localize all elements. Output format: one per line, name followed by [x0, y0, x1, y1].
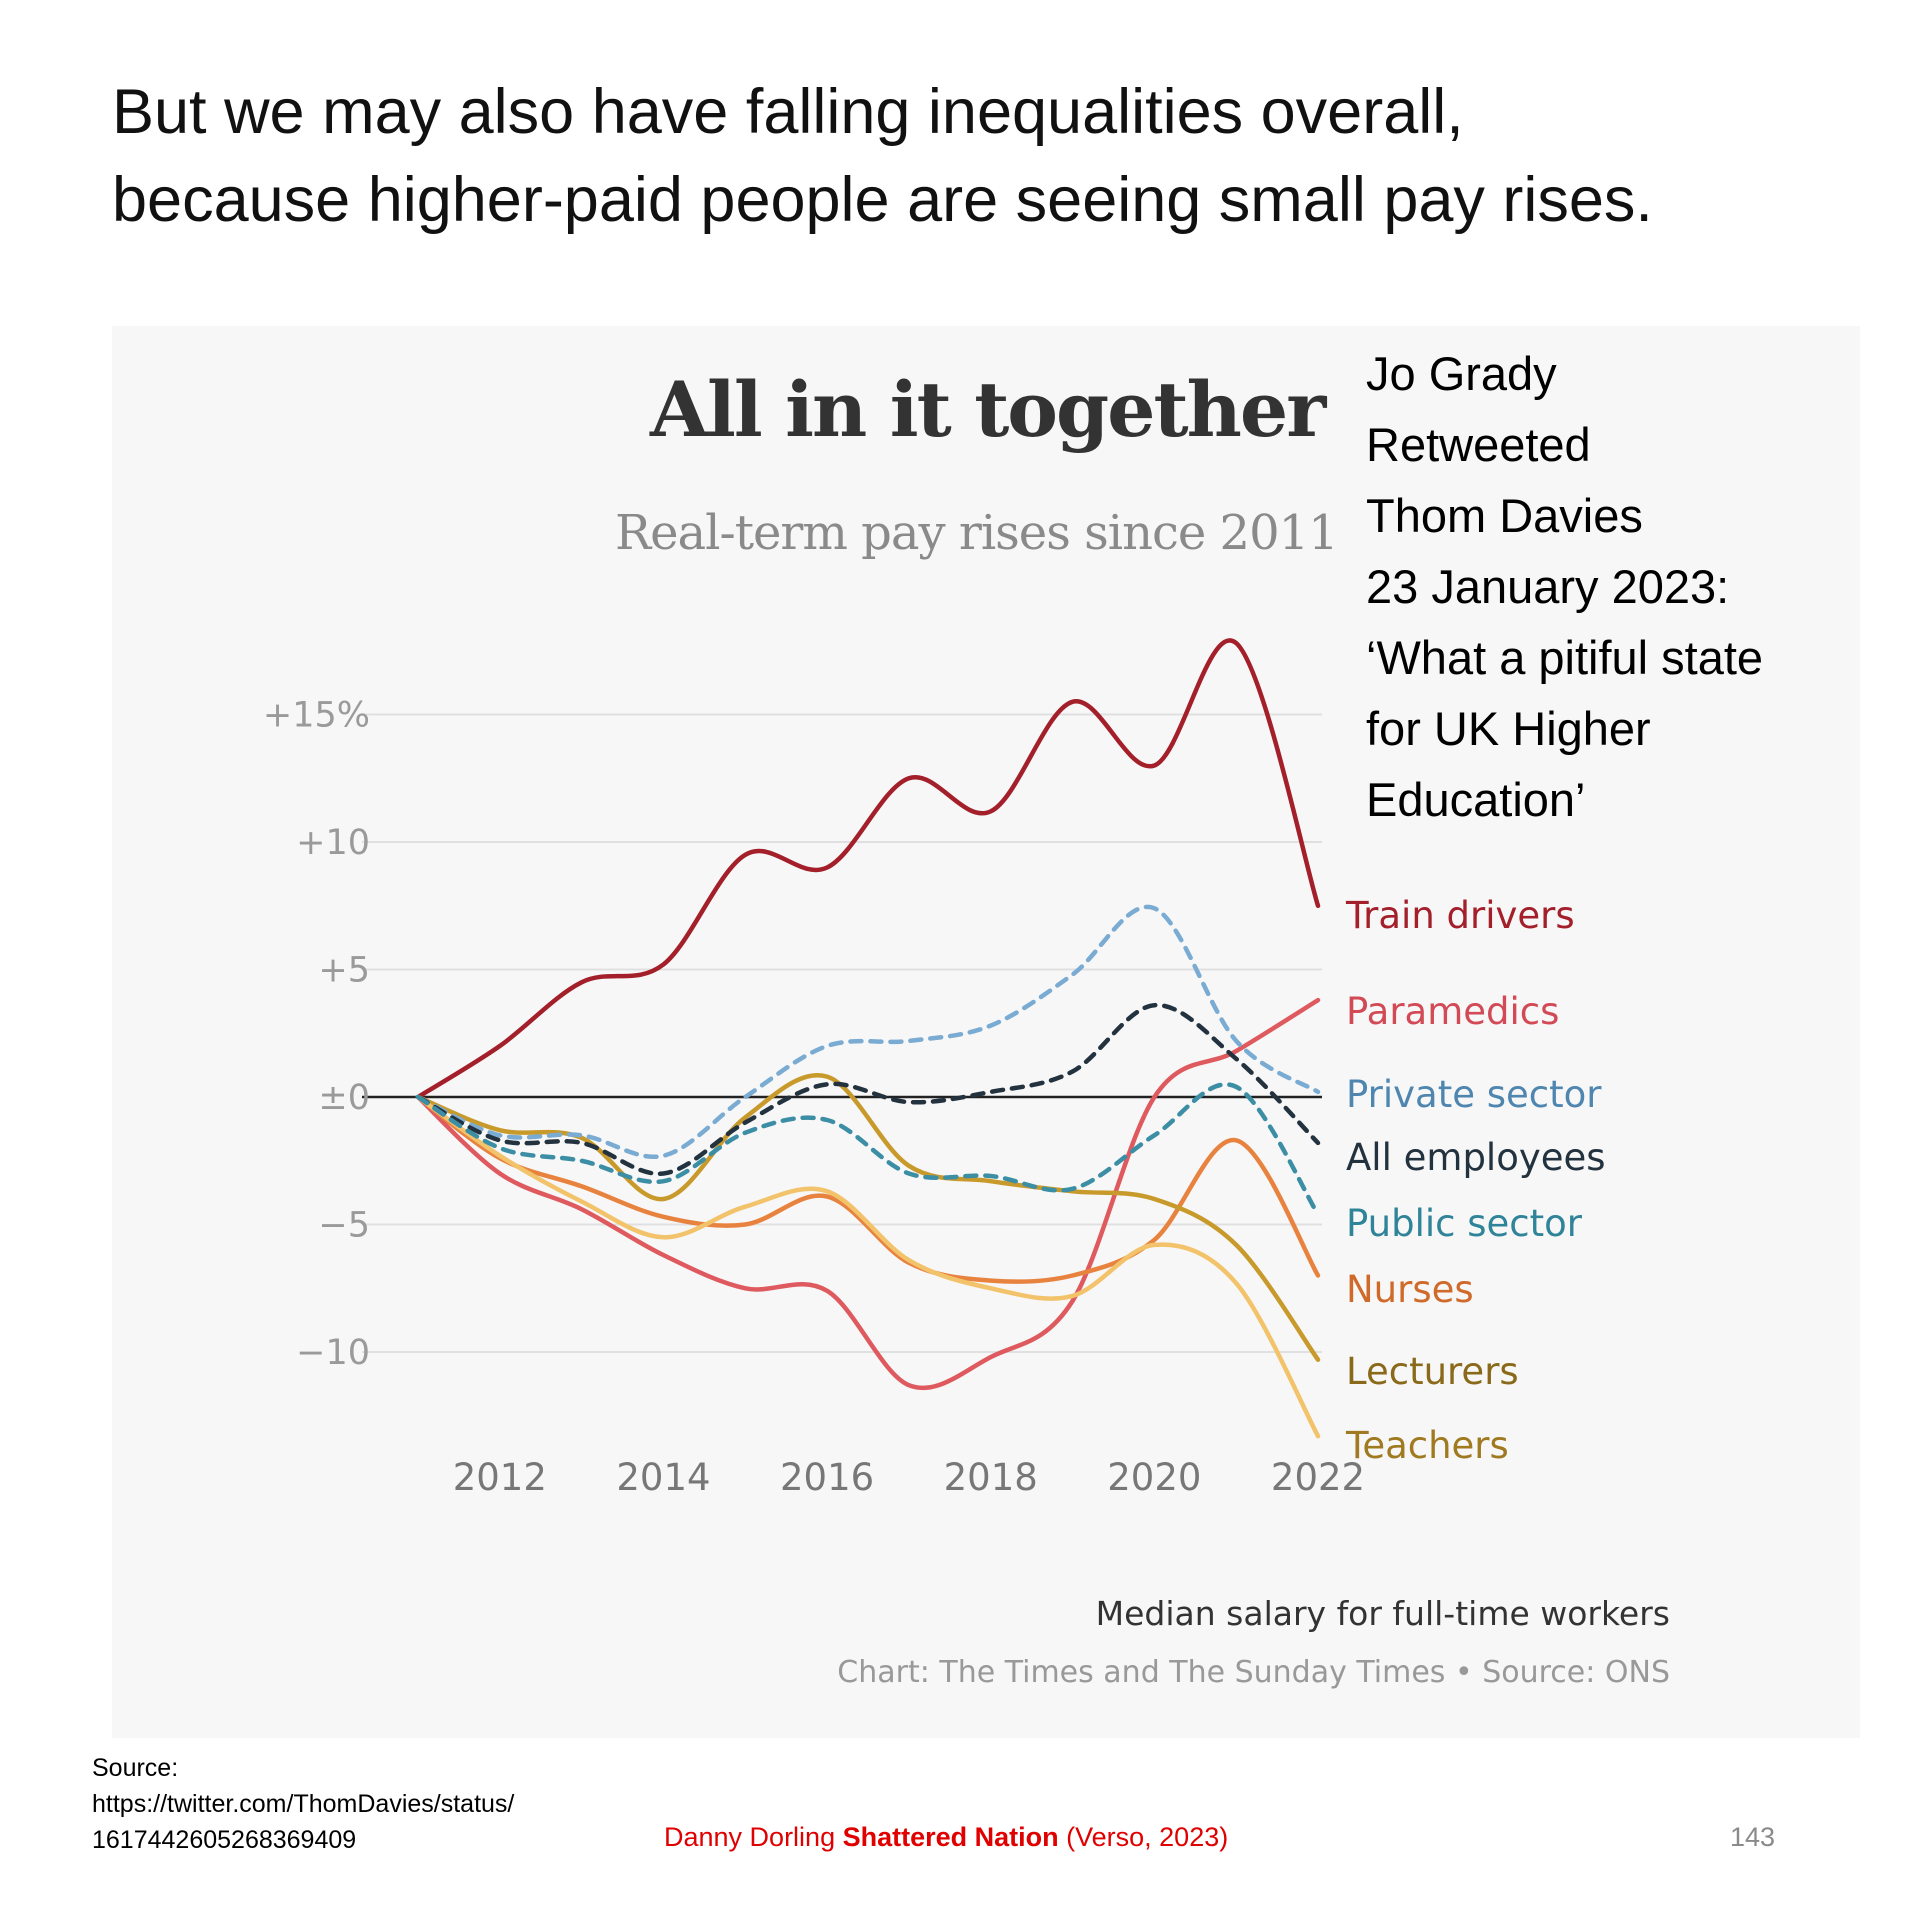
y-tick-label: −10 [296, 1333, 370, 1373]
grid-layer [362, 713, 1322, 1353]
x-tick-label: 2022 [1271, 1456, 1365, 1499]
chart-title: All in it together [650, 365, 1326, 454]
series-line-paramedics [415, 997, 1321, 1391]
tweet-note-line: Education’ [1366, 773, 1586, 826]
tweet-note-line: Jo Grady [1366, 347, 1557, 400]
series-layer [415, 638, 1321, 1439]
book-publisher: (Verso, 2023) [1058, 1822, 1229, 1852]
series-line-all-employees [415, 1002, 1321, 1176]
series-line-public-sector [415, 1082, 1321, 1217]
source-label: Source: [92, 1754, 179, 1782]
source-url-line-1: https://twitter.com/ThomDavies/status/ [92, 1790, 515, 1818]
y-tick-label: ±0 [318, 1078, 370, 1118]
series-line-private-sector [415, 904, 1321, 1159]
y-tick-label: +5 [318, 951, 370, 991]
headline-line-2: because higher-paid people are seeing sm… [112, 165, 1653, 235]
tweet-note-line: ‘What a pitiful state [1366, 631, 1764, 684]
book-author: Danny Dorling [664, 1822, 843, 1852]
series-line-nurses [415, 1094, 1321, 1284]
axis-label-layer: +15% +10 +5 ±0 −5 −10 2012 2014 2016 2018 2020 2022 [263, 696, 1365, 1500]
tweet-note: Jo Grady Retweeted Thom Davies 23 Januar… [1366, 338, 1886, 835]
y-tick-label: −5 [318, 1206, 370, 1246]
series-label-layer: Train drivers Paramedics Private sector All… [1345, 894, 1606, 1467]
chart-panel [112, 326, 1860, 1738]
source-url-line-2: 1617442605268369409 [92, 1826, 357, 1854]
x-tick-label: 2016 [780, 1456, 874, 1499]
series-label-all-employees: All employees [1346, 1136, 1606, 1179]
chart-subtitle: Real-term pay rises since 2011 [615, 505, 1339, 561]
series-line-teachers [415, 1094, 1321, 1439]
series-label-private-sector: Private sector [1346, 1073, 1602, 1116]
x-tick-label: 2018 [944, 1456, 1038, 1499]
x-tick-label: 2012 [453, 1456, 547, 1499]
book-title: Shattered Nation [842, 1822, 1059, 1852]
chart-credit: Chart: The Times and The Sunday Times • … [837, 1655, 1670, 1690]
headline-line-1: But we may also have falling inequalitie… [112, 77, 1464, 147]
chart-footer-note: Median salary for full-time workers [1095, 1594, 1670, 1633]
y-tick-label: +15% [263, 696, 370, 736]
tweet-note-line: 23 January 2023: [1366, 560, 1730, 613]
tweet-note-line: for UK Higher [1366, 702, 1651, 755]
series-line-train-drivers [415, 638, 1321, 1100]
series-label-teachers: Teachers [1345, 1424, 1509, 1467]
x-tick-label: 2020 [1107, 1456, 1201, 1499]
tweet-note-line: Retweeted [1366, 418, 1591, 471]
series-label-nurses: Nurses [1346, 1268, 1474, 1311]
series-line-lecturers [415, 1073, 1321, 1362]
series-label-public-sector: Public sector [1346, 1202, 1583, 1245]
x-tick-label: 2014 [616, 1456, 710, 1499]
series-label-lecturers: Lecturers [1346, 1350, 1519, 1393]
page-number: 143 [1730, 1822, 1776, 1852]
series-label-paramedics: Paramedics [1346, 990, 1559, 1033]
slide-headline: But we may also have falling inequalitie… [112, 68, 1872, 244]
book-credit: Danny Dorling Shattered Nation (Verso, 2… [664, 1822, 1228, 1853]
source-note: Source: https://twitter.com/ThomDavies/s… [92, 1750, 652, 1858]
y-tick-label: +10 [296, 823, 370, 863]
series-label-train-drivers: Train drivers [1345, 894, 1575, 937]
tweet-note-line: Thom Davies [1366, 489, 1643, 542]
